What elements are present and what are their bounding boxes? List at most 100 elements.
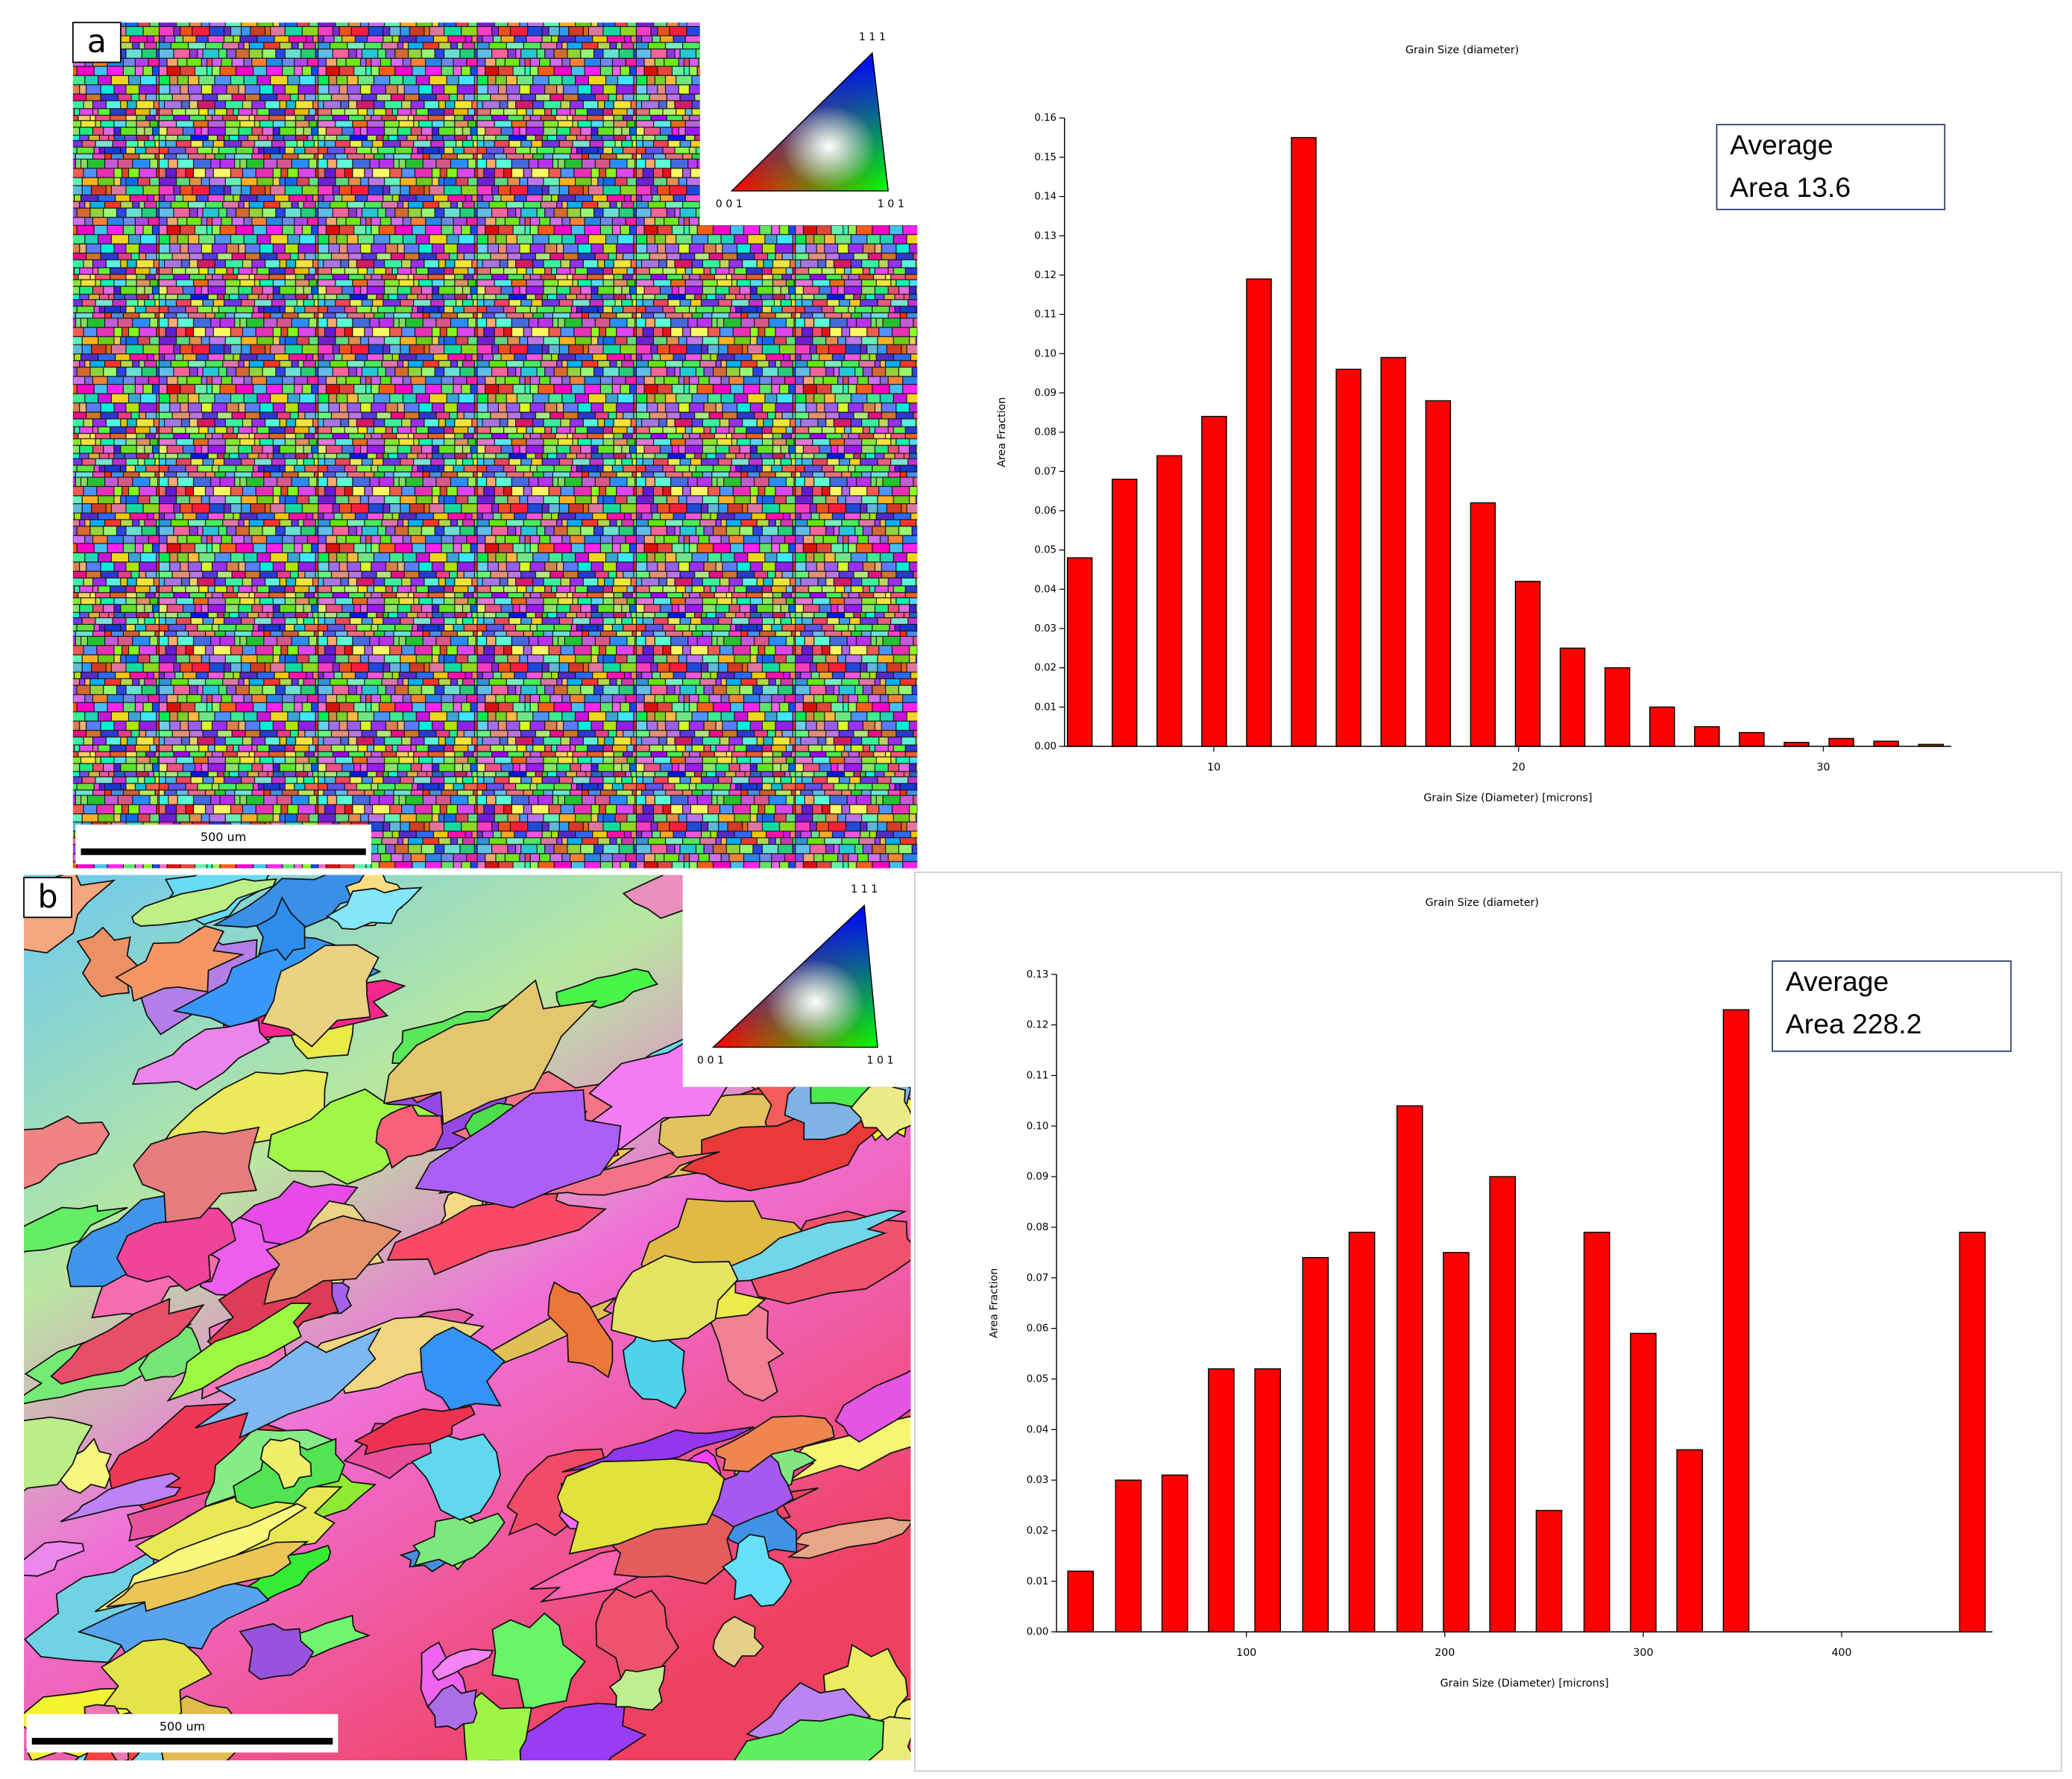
y-tick-label: 0.03: [1027, 1475, 1049, 1486]
grain: [415, 1089, 622, 1209]
bar: [1959, 1232, 1986, 1633]
bar: [1396, 1105, 1423, 1633]
grain: [595, 1588, 680, 1685]
x-tick-label: 100: [1236, 1647, 1256, 1659]
y-axis-label: Area Fraction: [996, 397, 1008, 467]
y-tick-label: 0.12: [1034, 270, 1057, 281]
x-tick-label: 400: [1831, 1647, 1851, 1659]
y-tick-label: 0.08: [1027, 1222, 1049, 1233]
bar: [1583, 1232, 1610, 1633]
y-tick-label: 0.05: [1034, 545, 1057, 556]
x-tick-label: 200: [1435, 1647, 1455, 1659]
y-tick-label: 0.04: [1027, 1424, 1049, 1435]
bar: [1694, 725, 1720, 747]
annotation: Area 228.2: [1786, 1008, 1922, 1039]
y-tick-label: 0.06: [1034, 506, 1057, 517]
chart-title: Grain Size (diameter): [1426, 897, 1539, 909]
chart-title: Grain Size (diameter): [1405, 45, 1519, 57]
bar: [1066, 557, 1093, 747]
grain: [60, 1473, 182, 1523]
grain: [723, 879, 787, 960]
grain: [375, 1104, 444, 1169]
ebsd-map: [72, 22, 918, 869]
bar: [1201, 415, 1227, 747]
ipf-triangle-overlay: [711, 904, 878, 1048]
grain: [611, 1254, 739, 1343]
y-tick-label: 0.11: [1034, 309, 1057, 321]
grain: [131, 1018, 271, 1091]
grain: [261, 944, 380, 1048]
grain: [491, 1612, 586, 1712]
y-tick-label: 0.03: [1034, 623, 1057, 635]
panel-label: a: [87, 23, 107, 60]
x-axis-label: Grain Size (Diameter) [microns]: [1423, 792, 1592, 804]
grain: [556, 1458, 725, 1555]
annotation-box: [1772, 960, 2012, 1052]
grain: [555, 968, 659, 1009]
scale-bar: [81, 848, 366, 855]
bar: [1828, 737, 1854, 747]
bar: [1783, 742, 1810, 747]
annotation: Average: [1730, 129, 1833, 160]
grain: [787, 1517, 911, 1559]
grain: [50, 1297, 205, 1385]
y-tick-label: 0.01: [1034, 702, 1057, 713]
annotation: Average: [1786, 966, 1889, 997]
bar: [1380, 356, 1406, 747]
y-tick-label: 0.09: [1027, 1171, 1049, 1183]
bar: [1676, 1449, 1704, 1633]
grain: [239, 1623, 315, 1681]
y-tick-label: 0.05: [1027, 1373, 1049, 1385]
bar: [1470, 502, 1496, 747]
annotation: Area 13.6: [1730, 171, 1851, 203]
grain: [432, 1648, 494, 1681]
x-tick-label: 20: [1512, 761, 1525, 773]
grain: [24, 1540, 85, 1578]
grain: [131, 878, 278, 927]
ipf-triangle-overlay: [730, 51, 889, 192]
ipf-label: 1 1 1: [859, 31, 886, 43]
y-tick-label: 0.07: [1034, 466, 1057, 477]
grain: [547, 1281, 614, 1379]
chart-frame: [913, 871, 2062, 1772]
grain: [326, 887, 423, 931]
panel-label: b: [38, 878, 58, 916]
y-tick-label: 0.04: [1034, 584, 1057, 595]
bar: [1630, 1332, 1657, 1633]
bar: [1348, 1232, 1376, 1633]
bar: [1302, 1256, 1329, 1633]
scale-bar-label: 500 um: [201, 830, 246, 844]
y-tick-label: 0.14: [1034, 192, 1057, 203]
y-tick-label: 0.15: [1034, 152, 1057, 163]
y-tick-label: 0.06: [1027, 1323, 1049, 1335]
annotation-box: [1716, 124, 1946, 210]
y-tick-label: 0.08: [1034, 427, 1057, 438]
bar: [1873, 740, 1899, 747]
bar: [1443, 1252, 1470, 1633]
bar: [1246, 278, 1272, 747]
grain: [426, 1684, 478, 1731]
scale-bar-label: 500 um: [160, 1719, 205, 1734]
grain: [383, 979, 598, 1126]
y-tick-label: 0.13: [1027, 969, 1049, 980]
scale-bar: [31, 1737, 333, 1745]
ipf-label: 0 0 1: [697, 1054, 724, 1066]
grain: [787, 1412, 911, 1483]
ipf-label: 1 0 1: [866, 1054, 893, 1066]
grain: [195, 1327, 382, 1440]
y-tick-label: 0.02: [1034, 663, 1057, 674]
bar: [1161, 1474, 1188, 1633]
y-tick-label: 0.10: [1034, 348, 1057, 359]
grain: [412, 1512, 506, 1567]
grain: [24, 1204, 128, 1271]
bar: [1254, 1368, 1282, 1633]
grain: [834, 1352, 911, 1443]
grain: [463, 1692, 532, 1761]
grain: [133, 1126, 260, 1224]
y-tick-label: 0.12: [1027, 1020, 1049, 1031]
grain: [722, 1534, 793, 1608]
y-tick-label: 0.00: [1027, 1627, 1049, 1638]
grain: [420, 1326, 506, 1412]
grain: [106, 1540, 309, 1612]
